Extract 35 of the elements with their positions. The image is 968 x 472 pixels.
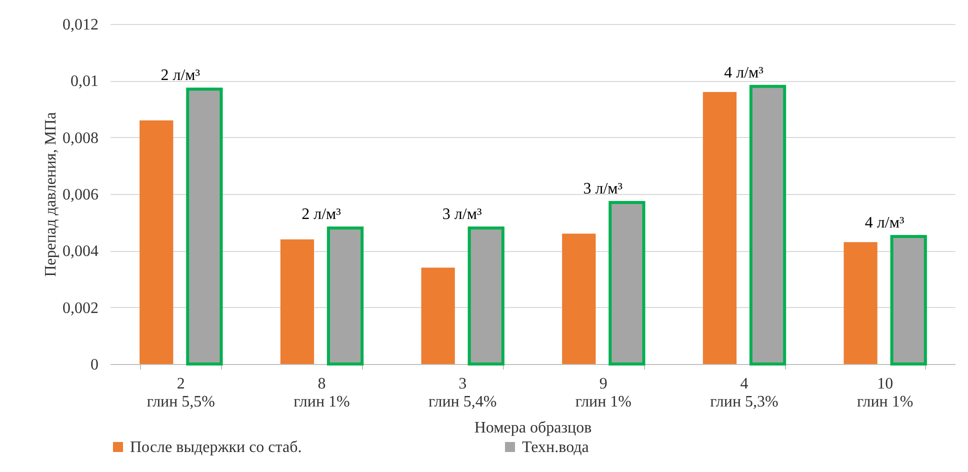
legend-label: Техн.вода (522, 439, 589, 456)
y-tick-label: 0,002 (62, 300, 98, 317)
y-tick-label: 0,012 (62, 16, 98, 34)
x-tick-label: 8 глин 1% (294, 376, 350, 410)
y-tick-label: 0,006 (62, 186, 98, 204)
annotation: 3 л/м³ (583, 180, 623, 198)
y-tick-label: 0 (90, 356, 98, 374)
y-axis-title: Перепад давления, МПа (42, 112, 60, 277)
bar (608, 201, 646, 366)
legend-label: После выдержки со стаб. (130, 439, 302, 456)
x-axis-title: Номера образцов (474, 420, 592, 436)
bar (326, 226, 364, 366)
annotation: 4 л/м³ (724, 64, 764, 82)
bar (749, 84, 786, 366)
bar (140, 120, 174, 364)
x-tick-label: 4 глин 5,3% (710, 376, 778, 410)
y-tick-label: 0,004 (62, 243, 98, 260)
x-tick-label: 9 глин 1% (575, 376, 632, 410)
x-tick-label: 2 глин 5,5% (146, 376, 216, 410)
y-tick-label: 0,01 (70, 73, 98, 90)
bar (186, 88, 223, 366)
bar (844, 242, 878, 364)
bar (280, 239, 314, 364)
bar (468, 226, 504, 366)
bar (702, 92, 737, 364)
bar (562, 234, 596, 364)
y-tick-label: 0,008 (62, 130, 98, 147)
x-tick-label: 10 глин 1% (856, 376, 914, 410)
bar (421, 268, 455, 364)
bar (890, 235, 927, 366)
annotation: 3 л/м³ (442, 206, 482, 223)
annotation: 2 л/м³ (302, 206, 342, 223)
annotation: 4 л/м³ (864, 214, 904, 232)
annotation: 2 л/м³ (160, 67, 200, 84)
x-tick-label: 3 глин 5,4% (428, 376, 497, 410)
